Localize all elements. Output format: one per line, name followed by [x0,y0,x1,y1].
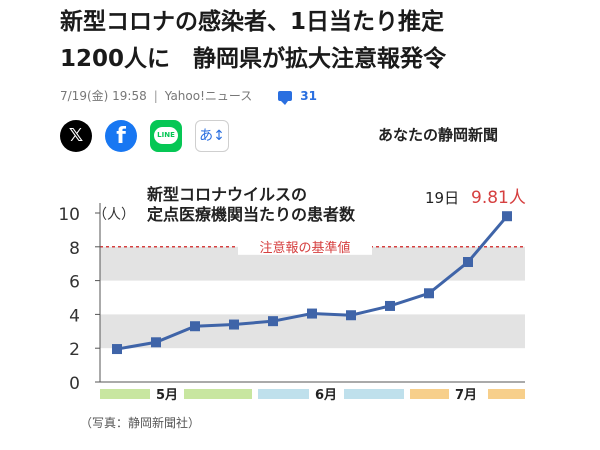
data-point [307,308,317,319]
source-label: Yahoo!ニュース [164,88,253,103]
month-label-background [150,387,184,403]
month-label: 7月 [455,388,477,403]
comment-count[interactable]: 31 [300,88,317,103]
share-facebook-button[interactable]: f [105,120,137,152]
y-tick-label: 8 [69,239,80,259]
headline-line-2: 1200人に 静岡県が拡大注意報発令 [60,46,447,72]
share-x-button[interactable]: 𝕏 [60,120,92,152]
data-point [229,319,239,330]
data-point [268,316,278,327]
data-point [151,337,161,348]
month-strip [182,389,252,399]
y-tick-label: 2 [69,340,80,360]
comment-icon[interactable] [278,90,293,105]
share-line-button[interactable]: LINE [150,120,182,152]
article-meta: 7/19(金) 19:58 | Yahoo!ニュース 31 [60,86,360,105]
month-label-background [309,387,343,403]
month-label-background [449,387,483,403]
line-icon: LINE [154,127,178,144]
chart-title-line-2: 定点医療機関当たりの患者数 [146,205,356,224]
last-point-date-label: 19日 [425,189,459,207]
publisher-name: あなたの静岡新聞 [378,126,499,144]
threshold-label: 注意報の基準値 [259,240,350,256]
month-strip [344,389,404,399]
month-strip [100,389,173,399]
data-point [463,257,473,268]
data-point [502,211,512,222]
patients-line-chart: 注意報の基準値 0 2 4 6 8 10 （人） 新型コロナウイルスの 定点医療機関当たり… [58,185,526,403]
font-size-button[interactable]: あ↕ [195,120,229,152]
y-tick-label: 10 [58,205,80,225]
publish-date: 7/19(金) 19:58 [60,88,147,103]
y-tick-label: 0 [69,374,80,394]
threshold-label-background [238,238,372,255]
chart-title-line-1: 新型コロナウイルスの [147,185,307,204]
photo-caption: （写真：静岡新聞社） [80,416,201,430]
month-strip [410,389,478,399]
last-point-value-label: 9.81人 [471,188,526,208]
unit-label: （人） [93,207,135,223]
font-size-icon: あ↕ [199,128,225,144]
data-point [385,300,395,311]
article-headline: 新型コロナの感染者、1日当たり推定 1200人に 静岡県が拡大注意報発令 [60,4,590,78]
y-tick-label: 6 [69,273,80,293]
meta-divider: | [153,88,158,103]
month-strip [488,389,525,399]
headline-line-1: 新型コロナの感染者、1日当たり推定 [60,9,445,35]
data-point [190,321,200,332]
month-label: 5月 [156,388,178,403]
y-tick-label: 4 [69,306,80,326]
x-icon: 𝕏 [68,125,84,146]
month-strip [258,389,336,399]
data-point [424,288,434,299]
month-label: 6月 [315,388,337,403]
data-point [346,310,356,321]
facebook-icon: f [116,124,126,149]
data-point [112,344,122,355]
background-band [100,314,525,349]
